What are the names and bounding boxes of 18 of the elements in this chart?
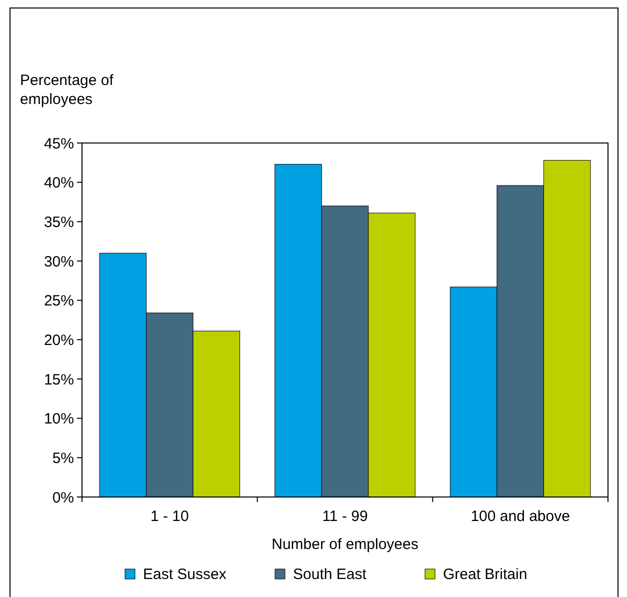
- x-tick-label: 1 - 10: [150, 508, 189, 525]
- x-tick-label: 100 and above: [470, 508, 570, 525]
- x-axis-title: Number of employees: [272, 536, 418, 553]
- y-tick-label: 10%: [44, 410, 74, 428]
- x-tick-label: 11 - 99: [322, 508, 368, 525]
- y-tick-label: 45%: [44, 135, 74, 152]
- y-tick-label: 25%: [44, 292, 74, 310]
- y-tick-label: 35%: [44, 214, 74, 231]
- y-tick-label: 20%: [44, 332, 74, 349]
- y-axis-title: Percentage of employees: [20, 72, 114, 108]
- legend-label: South East: [293, 566, 368, 583]
- legend-label: Great Britain: [443, 566, 528, 583]
- y-tick-label: 30%: [44, 253, 74, 270]
- y-tick-label: 0%: [52, 489, 74, 506]
- legend-label: East Sussex: [143, 566, 227, 583]
- y-tick-label: 15%: [44, 371, 74, 388]
- y-tick-label: 40%: [44, 174, 74, 192]
- y-tick-label: 5%: [52, 450, 74, 467]
